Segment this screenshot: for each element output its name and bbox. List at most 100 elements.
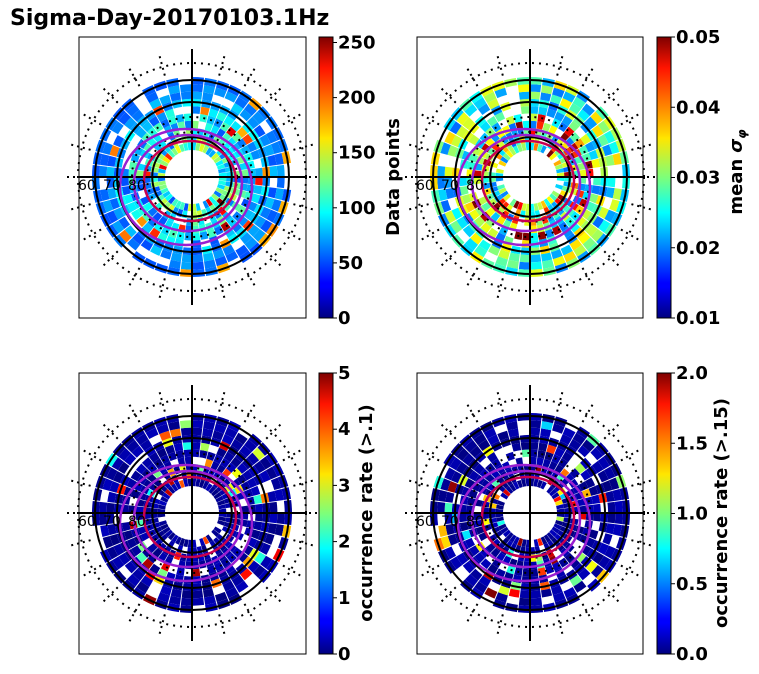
heatmap-cell <box>242 133 253 145</box>
heatmap-cell <box>607 501 616 513</box>
heatmap-cell <box>192 597 205 606</box>
heatmap-cell <box>159 94 171 105</box>
heatmap-cell <box>521 539 527 548</box>
heatmap-cell <box>519 254 530 263</box>
heatmap-cell <box>231 439 244 451</box>
heatmap-cell <box>582 237 596 250</box>
heatmap-cell <box>253 521 263 531</box>
heatmap-cell <box>608 141 620 155</box>
colorbar-tick-label: 2.0 <box>676 363 708 384</box>
heatmap-cell <box>179 84 192 93</box>
heatmap-cell <box>164 153 173 161</box>
heatmap-cell <box>178 143 185 153</box>
heatmap-cell <box>175 200 182 209</box>
heatmap-cell <box>192 568 201 577</box>
heatmap-cell <box>145 427 159 440</box>
heatmap-cell <box>509 534 517 543</box>
colorbar-tick-label: 200 <box>338 88 376 109</box>
heatmap-cell <box>591 494 601 505</box>
heatmap-cell <box>451 471 462 484</box>
heatmap-cell <box>203 421 216 431</box>
heatmap-cell <box>156 530 165 539</box>
heatmap-cell <box>461 194 472 205</box>
heatmap-cell <box>167 451 177 462</box>
panel-2-grid <box>67 385 317 641</box>
heatmap-cell <box>530 84 542 93</box>
heatmap-cell <box>165 193 173 202</box>
heatmap-cell <box>259 456 272 470</box>
heatmap-cell <box>533 142 539 151</box>
heatmap-cell <box>521 203 527 212</box>
heatmap-cell <box>543 206 551 216</box>
heatmap-cell <box>220 458 231 469</box>
heatmap-cell <box>195 142 201 151</box>
heatmap-cell <box>592 552 604 565</box>
heatmap-cell <box>221 190 231 198</box>
heatmap-cell <box>530 478 535 487</box>
heatmap-cell <box>158 500 167 507</box>
heatmap-cell <box>560 244 573 256</box>
heatmap-cell <box>530 597 543 606</box>
heatmap-cell <box>553 495 562 503</box>
heatmap-cell <box>213 492 222 500</box>
heatmap-cell <box>500 526 509 534</box>
heatmap-cell <box>124 561 137 574</box>
heatmap-cell <box>445 524 455 536</box>
heatmap-cell <box>192 449 200 458</box>
heatmap-cell <box>204 122 213 132</box>
heatmap-cell <box>112 220 125 234</box>
heatmap-cell <box>244 237 258 250</box>
heatmap-cell <box>597 120 610 134</box>
panel-1-lat-label-60: 60 <box>416 178 434 194</box>
panel-3: 60 70 80 0.0 0.5 1.0 1.5 2.0 occurrence rate… <box>405 363 732 665</box>
heatmap-cell <box>183 113 192 122</box>
heatmap-cell <box>216 197 226 207</box>
heatmap-cell <box>107 155 117 167</box>
heatmap-cell <box>506 421 518 431</box>
heatmap-cell <box>557 487 566 496</box>
heatmap-cell <box>592 503 601 513</box>
heatmap-cell <box>580 469 591 481</box>
heatmap-cell <box>100 189 110 201</box>
heatmap-cell <box>159 198 168 207</box>
heatmap-cell <box>459 513 468 523</box>
heatmap-cell <box>592 216 604 229</box>
heatmap-cell <box>183 449 192 458</box>
heatmap-cell <box>205 198 213 207</box>
heatmap-cell <box>487 563 499 575</box>
colorbar-tick-label: 5 <box>338 363 351 384</box>
heatmap-cell <box>552 561 562 572</box>
heatmap-cell <box>530 568 539 577</box>
heatmap-cell <box>158 180 166 186</box>
panel-0: 60 70 80 0 50 100 150 200 250 Data points <box>67 33 404 329</box>
heatmap-cell <box>462 117 475 130</box>
heatmap-cell <box>546 149 554 158</box>
heatmap-cell <box>558 221 569 232</box>
heatmap-cell <box>202 536 210 545</box>
heatmap-cell <box>513 114 523 123</box>
heatmap-cell <box>109 145 120 157</box>
heatmap-cell <box>473 97 487 110</box>
panel-3-grid <box>405 385 655 641</box>
heatmap-cell <box>552 87 565 98</box>
heatmap-cell <box>218 516 227 522</box>
heatmap-cell <box>179 202 186 211</box>
heatmap-cell <box>254 503 263 513</box>
heatmap-cell <box>274 188 284 201</box>
heatmap-cell <box>107 524 117 536</box>
heatmap-cell <box>220 557 231 568</box>
heatmap-cell <box>585 224 598 237</box>
heatmap-cell <box>549 152 557 161</box>
heatmap-cell <box>474 216 486 228</box>
heatmap-cell <box>537 114 546 123</box>
heatmap-cell <box>171 206 179 216</box>
heatmap-cell <box>553 159 562 167</box>
panel-2-colorbar <box>318 372 334 655</box>
heatmap-cell <box>118 216 131 229</box>
heatmap-cell <box>216 111 227 122</box>
heatmap-cell <box>170 588 182 598</box>
heatmap-cell <box>494 87 508 99</box>
heatmap-cell <box>250 485 261 496</box>
heatmap-cell <box>242 469 253 481</box>
heatmap-cell <box>106 210 119 224</box>
